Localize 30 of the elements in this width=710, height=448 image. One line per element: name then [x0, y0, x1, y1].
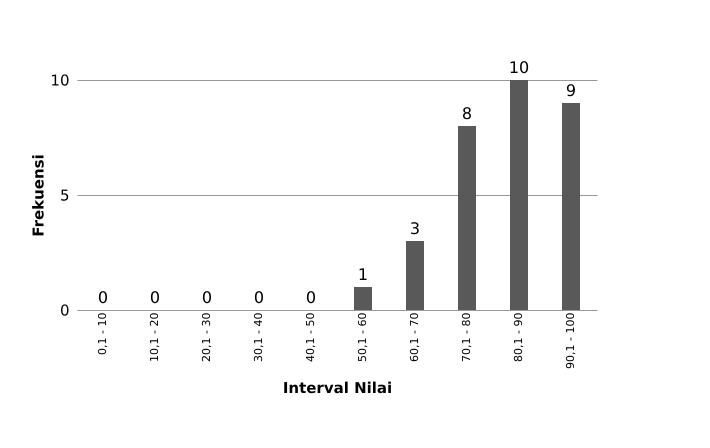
- x-tick-label: 60,1 - 70: [408, 312, 421, 362]
- data-label: 10: [508, 58, 530, 77]
- bar: [562, 103, 580, 310]
- bar: [510, 80, 528, 310]
- data-label: 9: [566, 81, 576, 100]
- x-tick-label: 90,1 - 100: [564, 312, 577, 369]
- data-label: 0: [254, 288, 264, 307]
- data-label: 3: [410, 219, 420, 238]
- x-axis-title: Interval Nilai: [282, 378, 392, 397]
- data-label: 8: [462, 104, 472, 123]
- data-label: 0: [150, 288, 160, 307]
- y-tick-label: 5: [60, 186, 70, 204]
- x-tick-label: 10,1 - 20: [148, 312, 161, 362]
- data-label: 1: [358, 265, 368, 284]
- y-tick-label: 0: [60, 302, 70, 320]
- x-tick-label: 30,1 - 40: [252, 312, 265, 362]
- x-tick-label: 0,1 - 10: [96, 312, 109, 355]
- bar: [406, 241, 424, 310]
- y-axis-title: Frekuensi: [29, 154, 48, 237]
- x-tick-label: 70,1 - 80: [460, 312, 473, 362]
- y-tick-label: 10: [50, 72, 70, 90]
- data-label: 0: [98, 288, 108, 307]
- x-tick-label: 80,1 - 90: [512, 312, 525, 362]
- data-label: 0: [306, 288, 316, 307]
- data-label: 0: [202, 288, 212, 307]
- bar: [458, 126, 476, 310]
- x-tick-label: 50,1 - 60: [356, 312, 369, 362]
- bar: [354, 287, 372, 310]
- x-tick-label: 40,1 - 50: [304, 312, 317, 362]
- x-tick-label: 20,1 - 30: [200, 312, 213, 362]
